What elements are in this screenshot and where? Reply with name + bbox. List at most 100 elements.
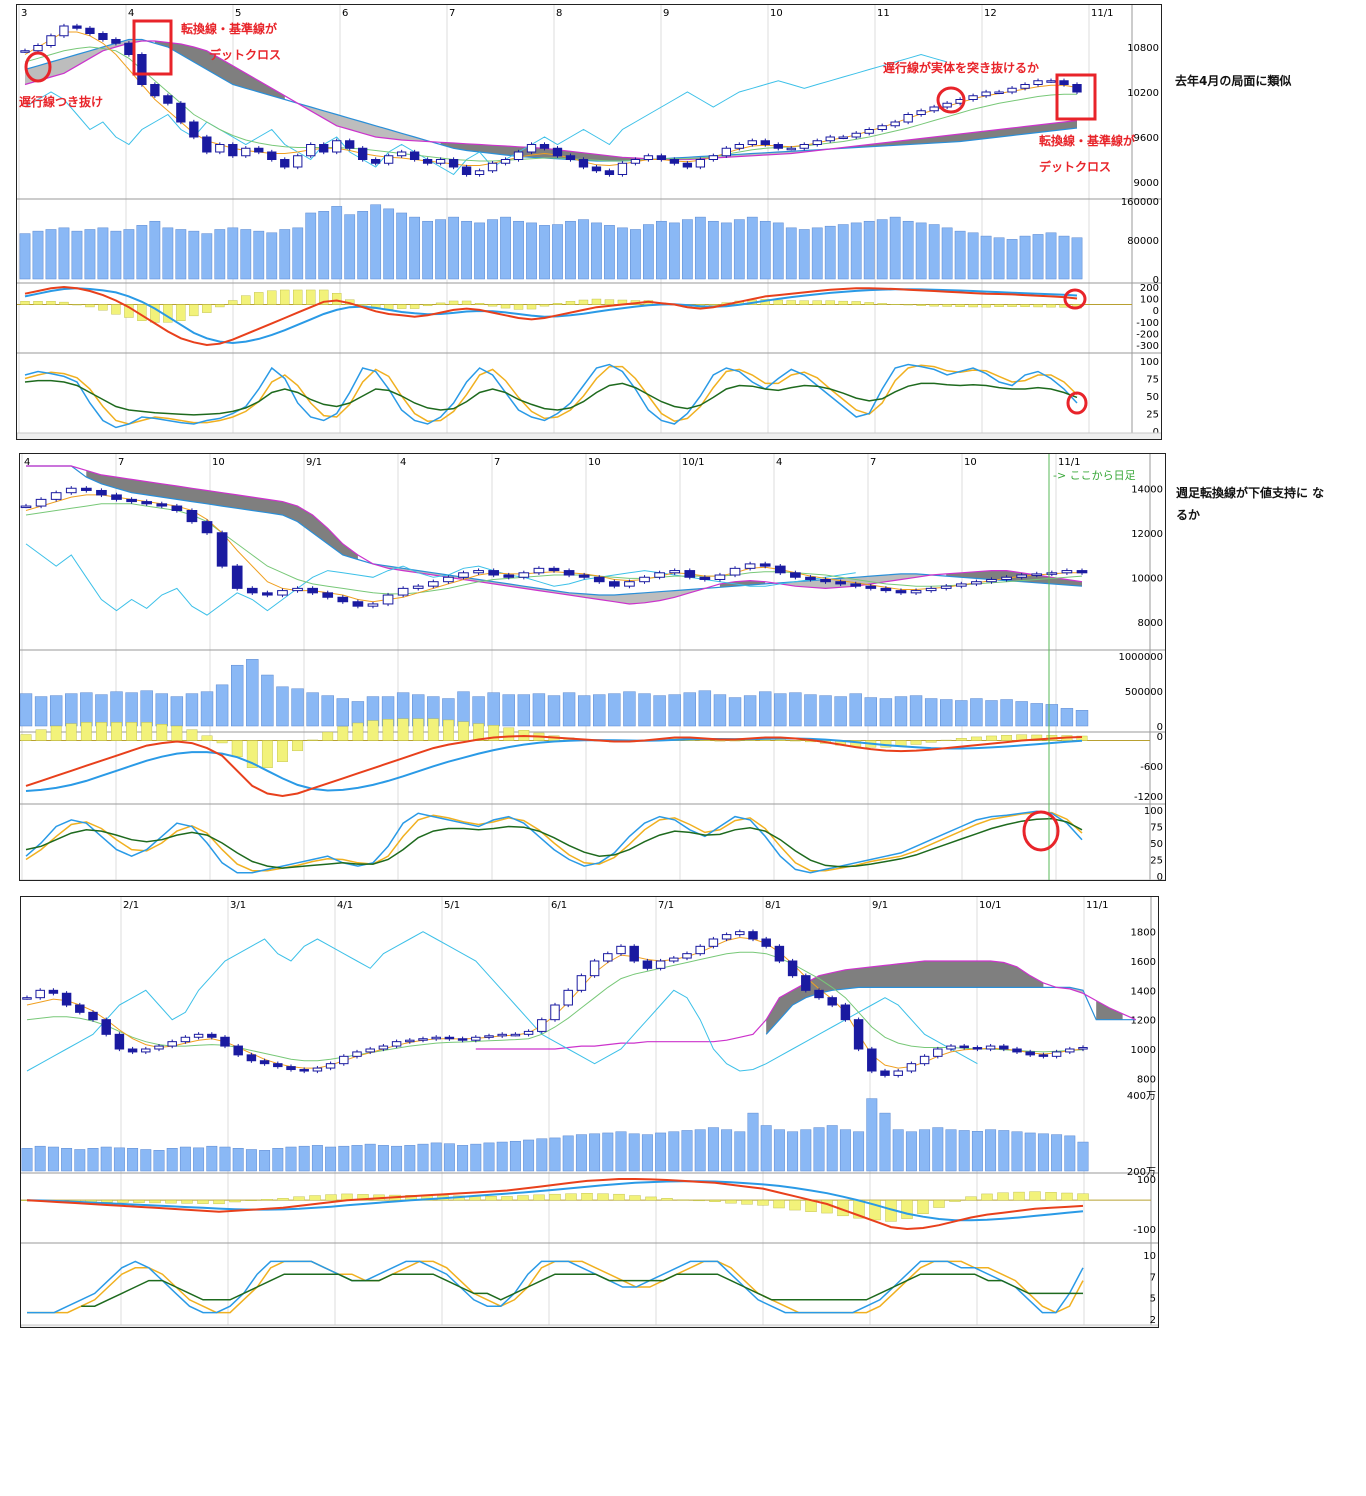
volume-bar [123,229,135,280]
candle-body [656,155,667,160]
macd-histogram-bar [485,1196,497,1201]
stoch-axis-label: 10 [1143,1251,1156,1262]
candle-body [642,960,653,969]
candle-body [761,938,771,947]
candle-body [578,574,590,578]
candle-body [708,938,719,947]
volume-bar [32,230,44,280]
macd-histogram-bar [352,722,364,741]
candle-body [352,601,364,607]
candle-body [576,975,587,991]
macd-histogram-bar [319,289,329,305]
candle-body [65,487,77,494]
volume-bar [668,1131,680,1172]
volume-bar [681,219,693,280]
volume-bar [214,229,226,280]
candle-body [565,155,576,160]
volume-bar [998,1130,1010,1172]
stoch-k-line [25,810,1083,874]
x-tick-label: 6/1 [551,900,567,911]
candle-body [241,147,251,157]
candle-body [503,574,515,578]
volume-bar [800,1129,812,1172]
macd-axis-label: -1200 [1134,792,1163,803]
macd-histogram-bar [565,1193,577,1201]
candle-body [734,144,744,149]
volume-bar [1071,237,1083,280]
macd-histogram-bar [933,1199,945,1208]
volume-bar [227,227,239,280]
candle-body [345,140,355,149]
macd-histogram-bar [231,740,243,758]
x-tick-label: 10 [212,457,225,468]
macd-histogram-bar [332,293,342,305]
macd-histogram-bar [111,304,121,315]
macd-histogram-bar [448,300,459,305]
macd-histogram-bar [202,304,212,313]
candle-body [994,91,1004,94]
candle-body [747,140,757,145]
macd-histogram-bar [292,740,303,752]
candle-body [629,945,639,962]
macd-histogram-bar [869,1199,881,1221]
candle-body [358,147,368,160]
candle-body [929,106,939,112]
volume-bar [902,220,914,280]
candle-body [548,567,560,572]
macd-histogram-bar [714,740,726,742]
annotation-circle [1063,288,1087,310]
candle-body [669,570,681,574]
x-tick-label: 4 [400,457,406,468]
candle-body [471,1036,481,1041]
price-axis-label: 1600 [1131,957,1156,968]
macd-histogram-bar [35,729,47,741]
senkou-span-b-line [26,465,1083,605]
candle-body [959,1045,969,1049]
macd-histogram-bar [773,1199,785,1209]
candle-body [906,1063,917,1072]
macd-histogram-bar [851,301,861,305]
candle-body [154,1045,164,1050]
volume-bar [461,220,472,280]
macd-axis-label: -300 [1136,341,1159,352]
candle-body [942,102,952,108]
volume-bar [344,214,356,280]
macd-histogram-bar [741,1199,753,1205]
volume-bar [863,220,875,280]
candle-body [1076,570,1088,574]
volume-bar [909,695,923,727]
cloud-4 [780,573,932,589]
volume-bar [924,698,938,727]
candle-body [669,957,679,962]
macd-axis-label: -600 [1140,762,1163,773]
annotation-circle [24,51,52,83]
macd-histogram-bar [487,304,498,307]
volume-bar [894,696,908,727]
candle-body [1016,574,1027,578]
macd-histogram-bar [1031,734,1043,741]
macd-histogram-bar [245,1199,257,1201]
candle-body [383,155,394,164]
volume-bar [409,216,421,280]
candle-body [141,501,153,505]
candle-body [427,581,439,587]
volume-bar [928,224,940,280]
candle-body [563,570,575,576]
candle-body [1012,1048,1022,1053]
macd-histogram-bar [500,304,511,309]
macd-histogram-bar [277,740,288,762]
candle-body [729,567,741,576]
volume-bar [377,1145,389,1172]
macd-histogram-bar [864,302,874,305]
volume-bar [892,1129,904,1172]
macd-histogram-bar [1013,1191,1025,1201]
macd-histogram-bar [277,1198,289,1201]
macd-histogram-bar [442,719,454,741]
x-tick-label: 8 [556,8,562,19]
volume-bar [919,1129,931,1172]
candle-body [20,505,32,509]
volume-bar [97,227,109,280]
candle-body [624,581,635,587]
volume-axis-label: 1000000 [1118,652,1163,663]
macd-histogram-bar [910,740,922,745]
